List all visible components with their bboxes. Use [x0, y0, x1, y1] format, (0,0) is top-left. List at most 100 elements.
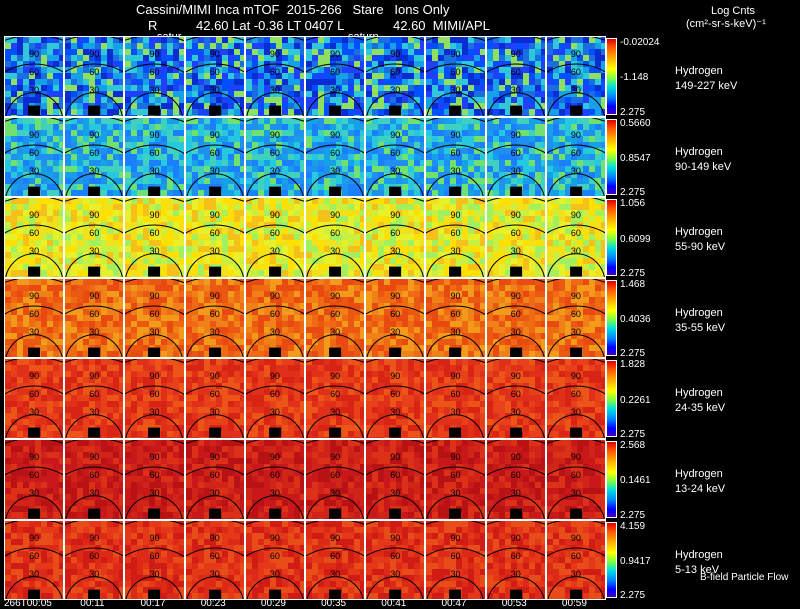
saturn-marker [569, 266, 582, 277]
species-label: Hydrogen [675, 548, 723, 561]
latitude-label: 90 [89, 290, 100, 301]
image-panel: 90 60 30 [124, 358, 185, 439]
colorbar [606, 38, 617, 115]
latitude-label: 90 [330, 290, 341, 301]
panel-image [546, 37, 605, 116]
latitude-label: 30 [570, 246, 581, 257]
latitude-label: 90 [89, 49, 100, 59]
latitude-arc [186, 495, 244, 519]
saturn-marker [449, 186, 462, 197]
latitude-arc [185, 305, 244, 315]
latitude-arc [246, 172, 304, 197]
latitude-arc [426, 466, 485, 476]
latitude-label: 60 [330, 470, 341, 480]
latitude-arc [186, 253, 244, 277]
saturn-marker [329, 589, 342, 600]
image-panel: 90 60 30 [425, 116, 486, 198]
panel-image [125, 278, 184, 358]
latitude-label: 30 [209, 407, 220, 418]
colorbar-min: 2.275 [620, 348, 646, 360]
latitude-label: 60 [269, 389, 280, 400]
latitude-arc [306, 172, 364, 197]
latitude-arc [5, 575, 63, 600]
saturn-marker [28, 105, 41, 116]
panel-image [306, 440, 365, 519]
panel-image [65, 359, 124, 438]
panel-image [245, 440, 304, 519]
panel-image [426, 37, 485, 116]
saturn-marker [389, 105, 402, 116]
colorbar-mid: 0.2261 [620, 394, 651, 406]
latitude-label: 90 [510, 532, 521, 543]
latitude-arc [65, 172, 123, 197]
latitude-arc [487, 92, 545, 116]
saturn-marker [208, 186, 221, 197]
latitude-label: 90 [390, 49, 401, 59]
latitude-arc [246, 414, 304, 438]
units-title: Log Cnts [711, 5, 756, 17]
latitude-label: 60 [390, 228, 401, 239]
image-panel: 90 60 30 [305, 277, 366, 359]
latitude-arc [65, 253, 123, 277]
latitude-arc [546, 63, 605, 73]
energy-label: 5-13 keV [675, 563, 720, 576]
latitude-label: 60 [149, 550, 160, 561]
latitude-arc [306, 253, 364, 277]
latitude-arc [306, 385, 365, 395]
panel-image [5, 440, 64, 519]
colorbar-mid: 0.9417 [620, 555, 651, 567]
colorbar [606, 441, 617, 518]
latitude-arc [185, 385, 244, 395]
latitude-label: 30 [510, 488, 521, 498]
latitude-label: 60 [89, 228, 100, 239]
image-panel: 90 60 30 [4, 116, 65, 198]
latitude-label: 30 [450, 488, 461, 498]
latitude-arc [246, 575, 304, 600]
latitude-arc [487, 334, 545, 358]
latitude-label: 30 [209, 568, 220, 579]
panel-image [5, 278, 64, 358]
colorbar-max: 1.828 [620, 359, 646, 371]
saturn-marker [208, 427, 221, 438]
latitude-arc [246, 334, 304, 358]
image-panel: 90 60 30 [425, 36, 486, 117]
panel-image [486, 440, 545, 519]
image-panel: 90 60 30 [485, 36, 546, 117]
latitude-label: 90 [510, 290, 521, 301]
image-panel: 90 60 30 [4, 36, 65, 117]
position-info-right: 42.60 MIMI/APL [393, 18, 490, 33]
image-panel: 90 60 30 [545, 519, 606, 601]
latitude-label: 30 [570, 85, 581, 95]
latitude-arc [246, 495, 304, 519]
energy-label: 55-90 keV [675, 241, 726, 254]
image-panel: 90 60 30 [64, 439, 125, 520]
latitude-arc [125, 172, 184, 197]
latitude-label: 90 [450, 452, 461, 462]
saturn-marker [509, 347, 522, 358]
latitude-label: 30 [269, 407, 280, 418]
latitude-arc [5, 92, 63, 116]
latitude-arc [5, 495, 63, 519]
latitude-label: 90 [510, 49, 521, 59]
latitude-label: 30 [390, 407, 401, 418]
latitude-label: 90 [29, 49, 40, 59]
image-panel: 90 60 30 [365, 197, 426, 278]
image-panel: 90 60 30 [305, 358, 366, 439]
latitude-label: 60 [510, 147, 521, 158]
latitude-arc [246, 253, 304, 277]
latitude-label: 30 [29, 407, 40, 418]
latitude-label: 60 [390, 470, 401, 480]
image-panel: 90 60 30 [545, 116, 606, 198]
latitude-label: 30 [450, 326, 461, 337]
image-panel: 90 60 30 [184, 197, 245, 278]
latitude-arc [306, 495, 364, 519]
latitude-label: 60 [269, 308, 280, 319]
latitude-label: 90 [209, 452, 220, 462]
latitude-arc [186, 92, 244, 116]
latitude-label: 90 [450, 532, 461, 543]
image-panel: 90 60 30 [425, 277, 486, 359]
latitude-label: 30 [390, 165, 401, 176]
image-panel: 90 60 30 [244, 277, 305, 359]
species-label: Hydrogen [675, 468, 723, 480]
panel-image [245, 117, 304, 197]
